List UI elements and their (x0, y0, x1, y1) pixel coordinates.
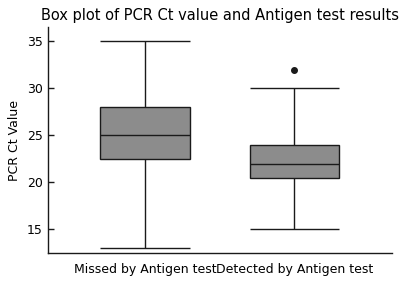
Bar (100, 107, 190, 159)
Bar (250, 145, 339, 178)
Y-axis label: PCR Ct Value: PCR Ct Value (8, 100, 21, 181)
Title: Box plot of PCR Ct value and Antigen test results: Box plot of PCR Ct value and Antigen tes… (41, 8, 399, 23)
